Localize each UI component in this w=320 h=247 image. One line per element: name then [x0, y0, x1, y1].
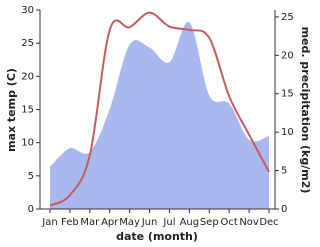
x-tick-label: Dec	[259, 217, 278, 228]
x-tick-label: Nov	[239, 217, 259, 228]
x-tick-label: Jan	[41, 217, 57, 228]
y2-axis-label: med. precipitation (kg/m2)	[299, 27, 312, 194]
x-tick-label: May	[119, 217, 140, 228]
x-tick-label: Jun	[141, 217, 158, 228]
x-tick-label: Sep	[200, 217, 219, 228]
y2-tick-label: 20	[281, 50, 294, 61]
x-tick-label: Aug	[180, 217, 200, 228]
y2-tick-label: 15	[281, 89, 294, 100]
x-axis-label: date (month)	[116, 230, 198, 243]
temperature-line	[49, 11, 270, 207]
y-axis-label: max temp (C)	[5, 68, 18, 152]
y-tick-label: 5	[28, 171, 34, 182]
y2-tick-label: 10	[281, 127, 294, 138]
x-tick-label: Mar	[80, 217, 100, 228]
precipitation-area	[50, 21, 269, 209]
y-tick-label: 10	[21, 138, 34, 149]
y2-tick-label: 0	[281, 204, 287, 215]
y2-tick-label: 5	[281, 166, 287, 177]
y-tick-label: 25	[21, 38, 34, 49]
y-tick-label: 0	[28, 204, 34, 215]
y-tick-label: 15	[21, 105, 34, 116]
y-tick-label: 30	[21, 5, 34, 16]
x-tick-label: Jul	[162, 217, 175, 228]
x-tick-label: Oct	[221, 217, 238, 228]
x-tick-label: Feb	[61, 217, 79, 228]
y-tick-label: 20	[21, 71, 34, 82]
y2-tick-label: 25	[281, 12, 294, 23]
x-tick-label: Apr	[101, 217, 119, 228]
